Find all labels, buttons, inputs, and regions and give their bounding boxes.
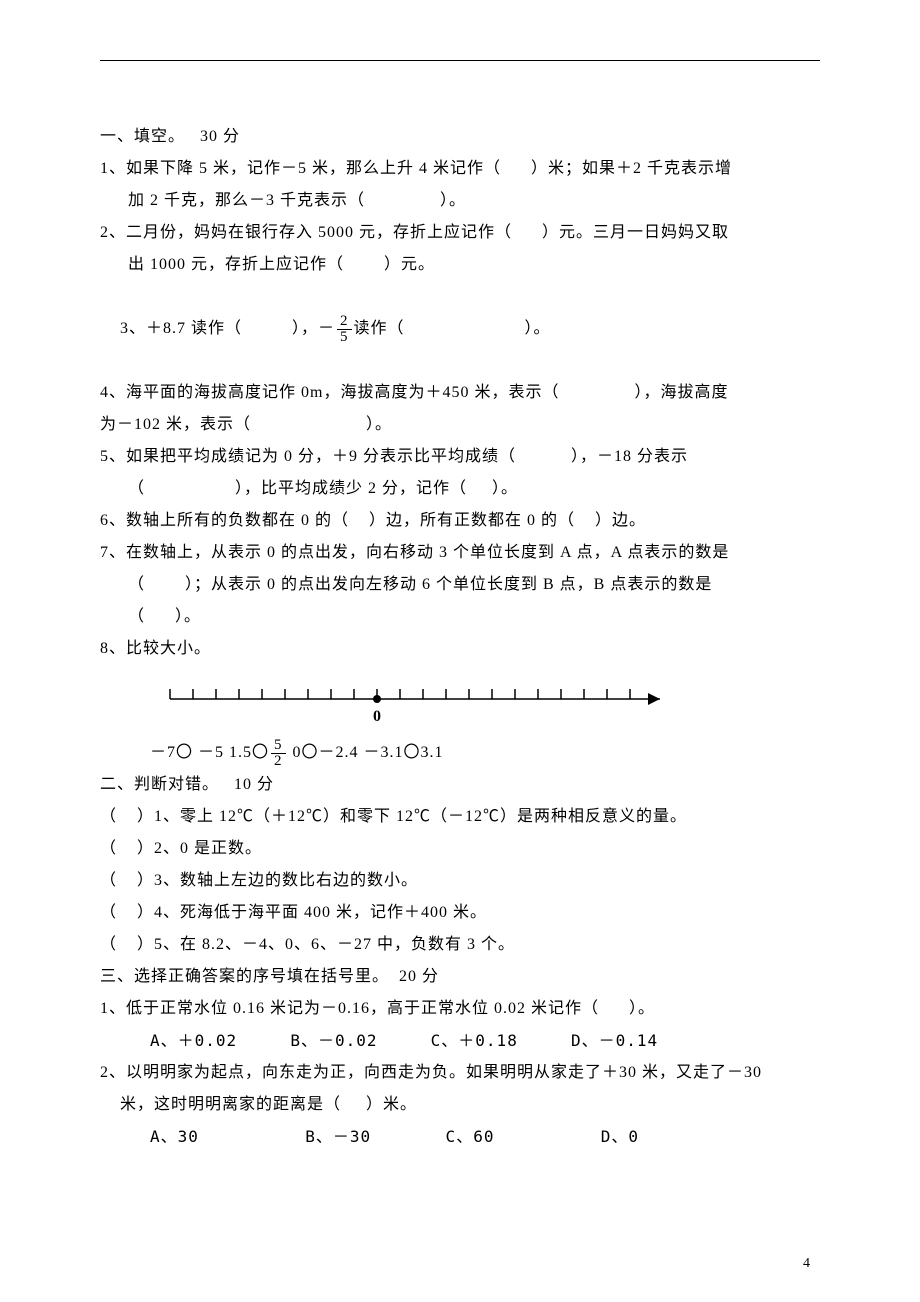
s1-q6: 6、数轴上所有的负数都在 0 的（ ）边，所有正数都在 0 的（ ）边。 <box>100 505 820 537</box>
s1-q7-l1: 7、在数轴上，从表示 0 的点出发，向右移动 3 个单位长度到 A 点，A 点表… <box>100 537 820 569</box>
s1-q4-l1: 4、海平面的海拔高度记作 0m，海拔高度为＋450 米，表示（ ），海拔高度 <box>100 377 820 409</box>
s1-q8: 8、比较大小。 <box>100 633 820 665</box>
s2-q5: （ ）5、在 8.2、－4、0、6、－27 中，负数有 3 个。 <box>100 929 820 961</box>
s1-q3: 3、＋8.7 读作（ ），－25读作（ ）。 <box>100 281 820 377</box>
s3-q1: 1、低于正常水位 0.16 米记为－0.16，高于正常水位 0.02 米记作（ … <box>100 993 820 1025</box>
s3-q2-l2: 米，这时明明离家的距离是（ ）米。 <box>100 1089 820 1121</box>
s2-q3: （ ）3、数轴上左边的数比右边的数小。 <box>100 865 820 897</box>
section1-heading: 一、填空。 30 分 <box>100 121 820 153</box>
s2-q1: （ ）1、零上 12℃（＋12℃）和零下 12℃（－12℃）是两种相反意义的量。 <box>100 801 820 833</box>
svg-text:0: 0 <box>373 708 381 725</box>
s3-q2-options: A、30 B、－30 C、60 D、0 <box>100 1121 820 1153</box>
section2-heading: 二、判断对错。 10 分 <box>100 769 820 801</box>
fraction-5-2: 52 <box>271 738 286 769</box>
numberline-diagram: 0 <box>160 679 720 729</box>
numberline-container: 0 <box>100 665 820 737</box>
fraction-2-5: 25 <box>337 314 352 345</box>
s1-q7-l2: （ ）；从表示 0 的点出发向左移动 6 个单位长度到 B 点，B 点表示的数是 <box>100 569 820 601</box>
s1-q4-l2: 为－102 米，表示（ ）。 <box>100 409 820 441</box>
frac-den: 5 <box>337 330 352 345</box>
s1-q3-a: 3、＋8.7 读作（ ），－ <box>120 320 335 337</box>
s3-q2-l1: 2、以明明家为起点，向东走为正，向西走为负。如果明明从家走了＋30 米，又走了－… <box>100 1057 820 1089</box>
header-rule <box>100 60 820 61</box>
compare-row: －7〇 －5 1.5〇52 0〇－2.4 －3.1〇3.1 <box>100 737 820 769</box>
frac-num: 2 <box>337 314 352 330</box>
frac-num: 5 <box>271 738 286 754</box>
page: 一、填空。 30 分 1、如果下降 5 米，记作－5 米，那么上升 4 米记作（… <box>0 0 920 1302</box>
s2-q4: （ ）4、死海低于海平面 400 米，记作＋400 米。 <box>100 897 820 929</box>
s1-q5-l1: 5、如果把平均成绩记为 0 分，＋9 分表示比平均成绩（ ），－18 分表示 <box>100 441 820 473</box>
s1-q7-l3: （ ）。 <box>100 601 820 633</box>
s1-q3-b: 读作（ ）。 <box>354 320 551 337</box>
frac-den: 2 <box>271 754 286 769</box>
section3-heading: 三、选择正确答案的序号填在括号里。 20 分 <box>100 961 820 993</box>
compare-b: 0〇－2.4 －3.1〇3.1 <box>288 744 444 761</box>
s3-q1-options: A、＋0.02 B、－0.02 C、＋0.18 D、－0.14 <box>100 1025 820 1057</box>
s1-q1-l2: 加 2 千克，那么－3 千克表示（ ）。 <box>100 185 820 217</box>
page-number: 4 <box>803 1256 810 1272</box>
compare-a: －7〇 －5 1.5〇 <box>150 744 269 761</box>
s1-q5-l2: （ ），比平均成绩少 2 分，记作（ ）。 <box>100 473 820 505</box>
s1-q2-l2: 出 1000 元，存折上应记作（ ）元。 <box>100 249 820 281</box>
s1-q1-l1: 1、如果下降 5 米，记作－5 米，那么上升 4 米记作（ ）米；如果＋2 千克… <box>100 153 820 185</box>
s2-q2: （ ）2、0 是正数。 <box>100 833 820 865</box>
s1-q2-l1: 2、二月份，妈妈在银行存入 5000 元，存折上应记作（ ）元。三月一日妈妈又取 <box>100 217 820 249</box>
